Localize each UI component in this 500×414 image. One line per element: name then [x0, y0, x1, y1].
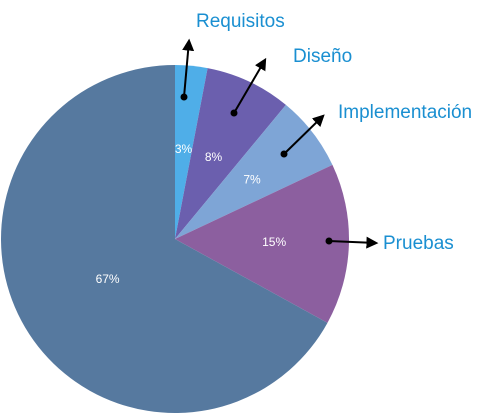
slice-value-label: 3% — [175, 142, 193, 156]
pie-slice-pruebas — [175, 164, 349, 323]
callout-arrow — [328, 236, 379, 249]
pie-slice-requisitos — [175, 65, 208, 239]
callout-arrow — [182, 38, 195, 98]
pie-slices — [0, 65, 349, 414]
pie-slice-implementación — [175, 104, 333, 239]
slice-value-label: 15% — [262, 235, 286, 249]
slice-value-label: 8% — [205, 150, 223, 164]
value-labels: 3% 8% 7% 15% 67% — [96, 142, 287, 286]
callouts: Requisitos Diseño Implementación Pruebas — [180, 11, 472, 254]
callout-label-requisitos: Requisitos — [196, 11, 285, 32]
slice-value-label: 67% — [96, 272, 120, 286]
slice-value-label: 7% — [243, 172, 261, 186]
callout-arrow — [283, 114, 325, 155]
callout-arrow — [233, 57, 267, 114]
callout-label-implementación: Implementación — [338, 102, 472, 123]
callout-label-diseño: Diseño — [293, 46, 352, 67]
pie-slice-other — [0, 65, 328, 414]
pie-slice-diseño — [175, 68, 286, 239]
callout-label-pruebas: Pruebas — [383, 233, 454, 254]
